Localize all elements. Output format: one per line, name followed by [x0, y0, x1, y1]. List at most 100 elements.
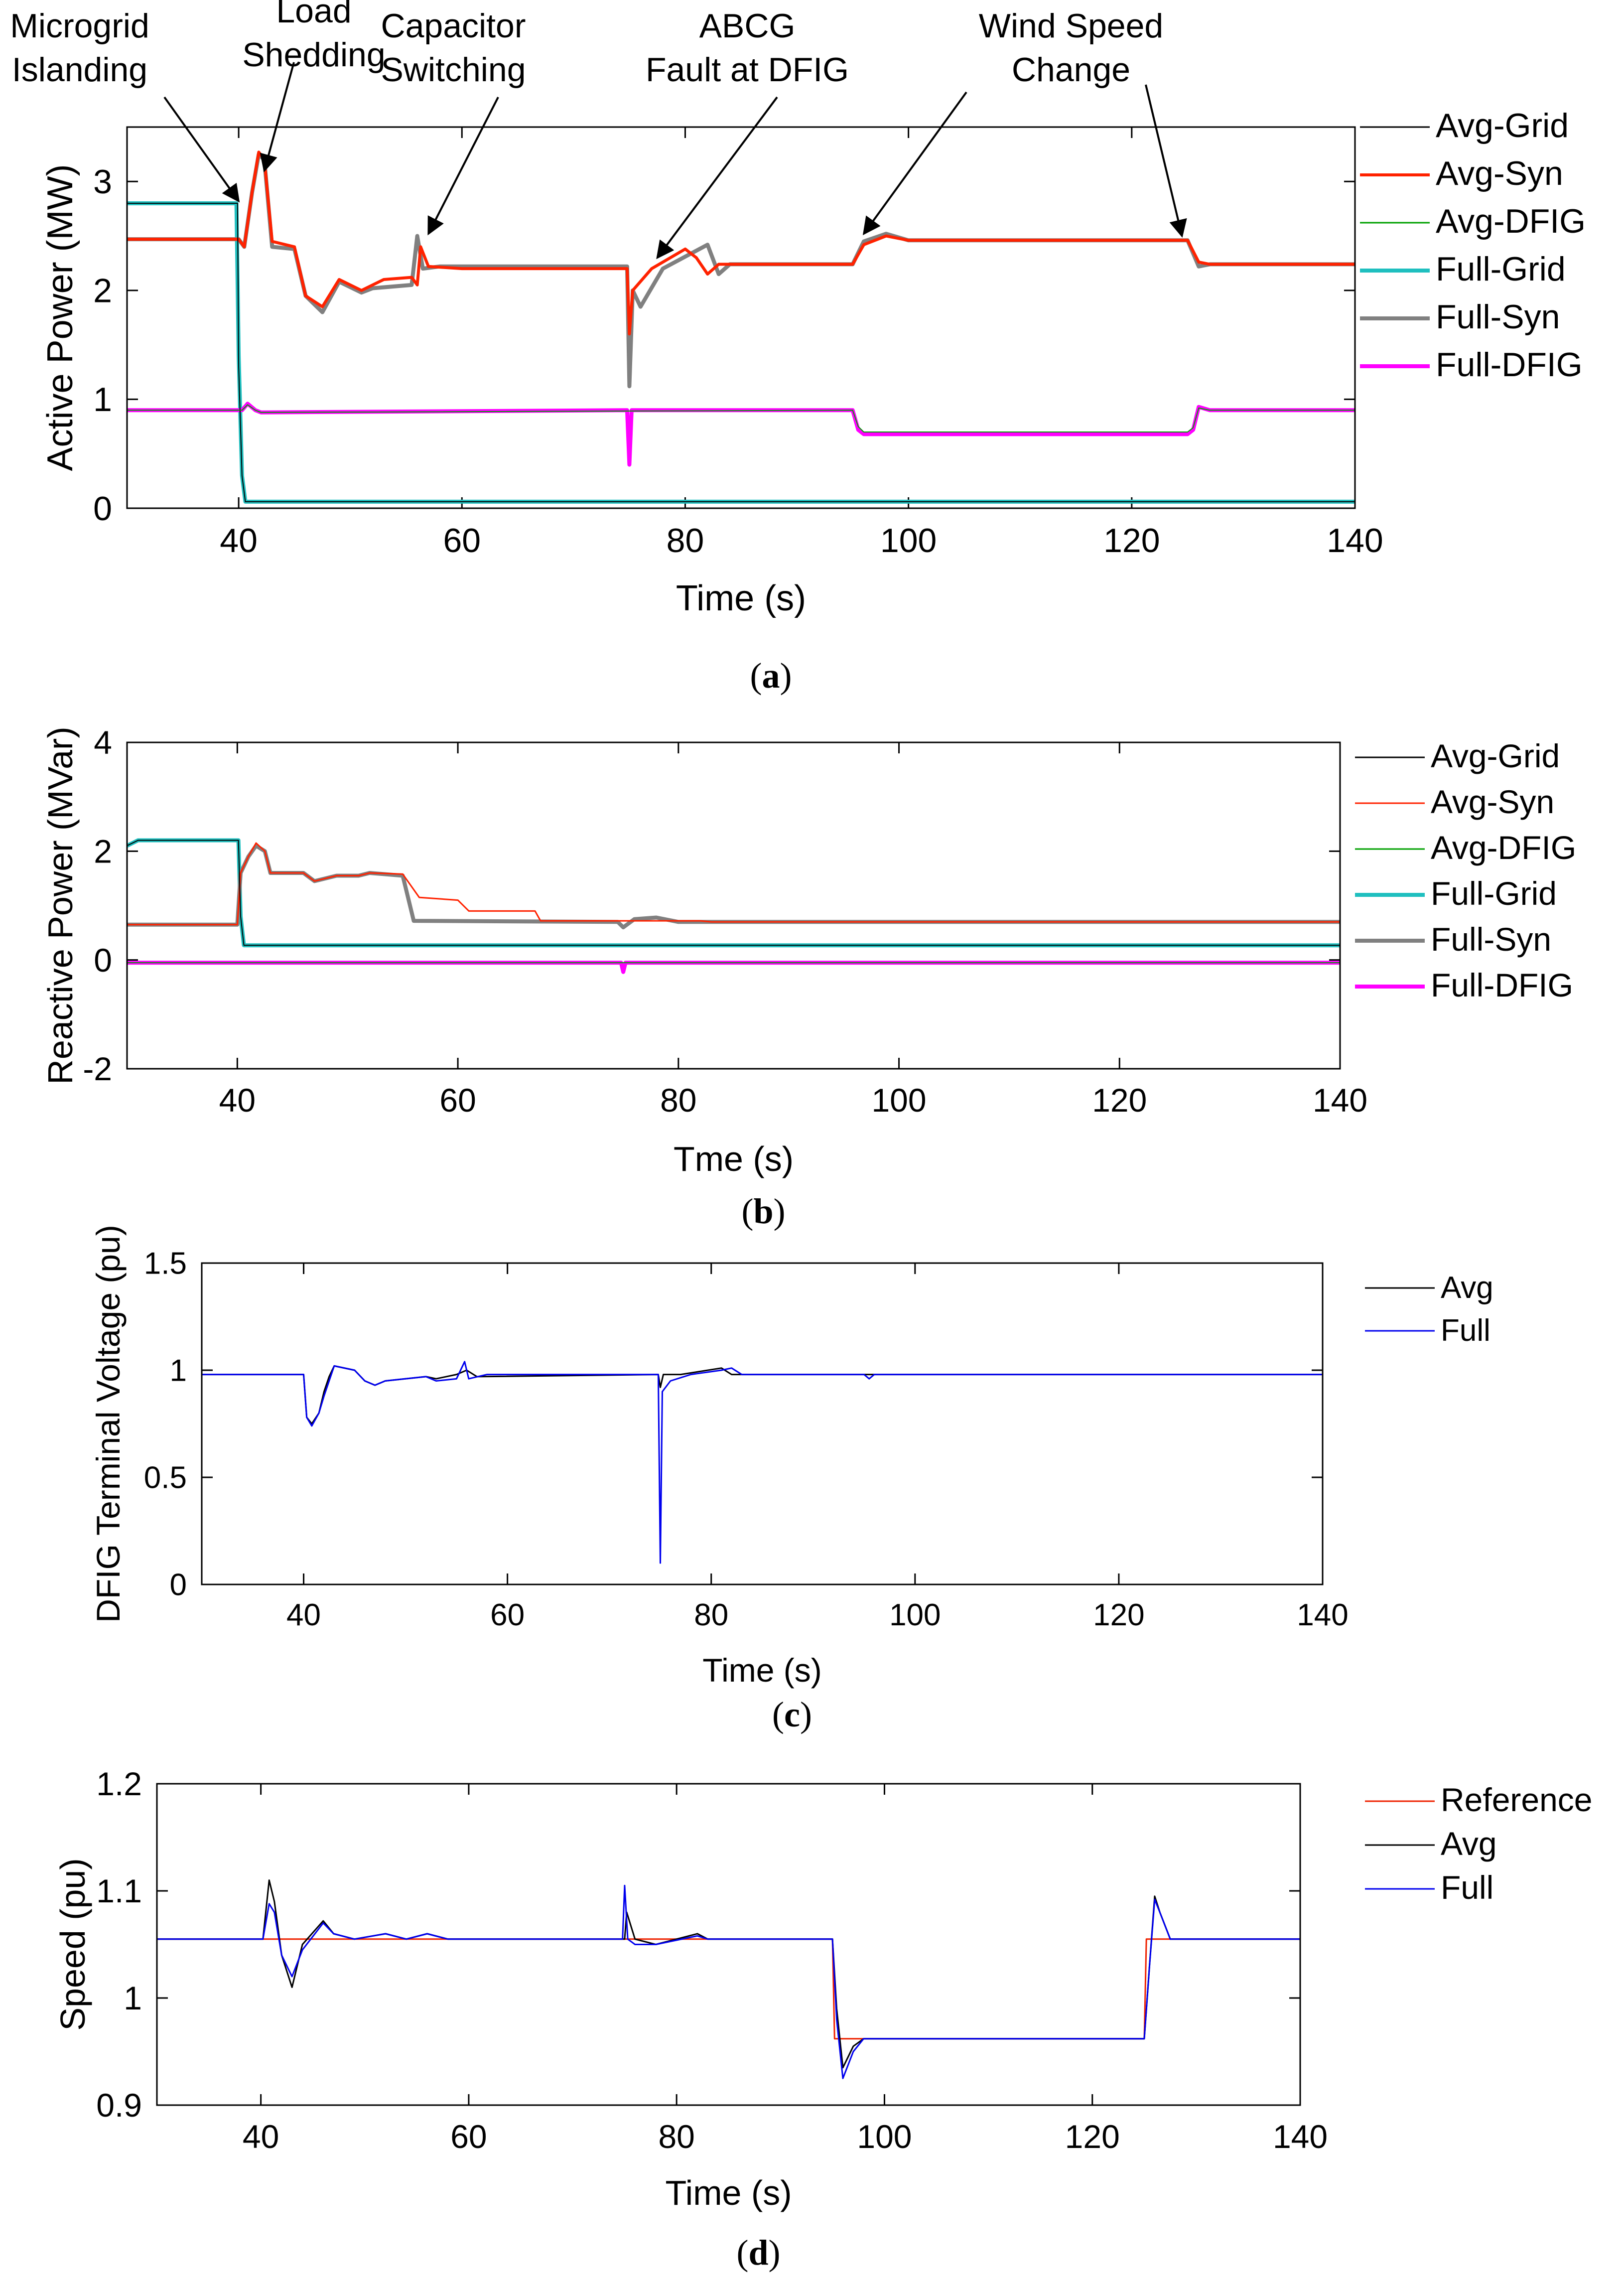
- y-axis-label: Speed (pu): [53, 1858, 92, 2030]
- y-axis-label: Active Power (MW): [40, 164, 80, 471]
- x-tick-label: 80: [694, 1598, 728, 1632]
- annotation-arrow: [1145, 84, 1187, 238]
- legend-entry: Full-Syn: [1431, 921, 1551, 958]
- series-line-full-dfig: [127, 402, 1355, 467]
- x-tick-label: 140: [1297, 1598, 1348, 1632]
- annotation: Load Shedding: [242, 0, 386, 172]
- y-tick-label: -2: [83, 1050, 112, 1087]
- legend-entry: Avg-Grid: [1431, 737, 1560, 774]
- series-line-full-dfig: [127, 961, 1340, 974]
- annotation-arrow: [427, 97, 499, 236]
- legend-entry: Avg-DFIG: [1436, 202, 1586, 240]
- legend-entry: Avg-Syn: [1431, 783, 1554, 820]
- y-tick-label: 1: [124, 1980, 142, 2016]
- y-tick-label: 0: [94, 942, 112, 979]
- series-line-avg-grid: [127, 840, 1340, 946]
- x-tick-label: 40: [219, 1082, 256, 1119]
- panel-caption: (b): [741, 1191, 785, 1231]
- y-tick-label: 1.5: [144, 1247, 187, 1281]
- annotation: [1145, 84, 1187, 238]
- series-line-avg-syn: [127, 150, 1355, 336]
- legend-entry: Avg: [1441, 1271, 1493, 1305]
- chart-panel-a: 40 60 80 100 120 140 0 1 2 3 Time (s) Active Power …: [10, 0, 1586, 696]
- annotation-line-1: Wind Speed: [979, 7, 1163, 45]
- plot-frame: [126, 126, 1356, 509]
- y-axis-label: DFIG Terminal Voltage (pu): [90, 1225, 127, 1622]
- annotation-arrow: [862, 91, 967, 236]
- x-tick-label: 140: [1273, 2118, 1328, 2155]
- x-tick-label: 60: [443, 522, 481, 560]
- panel-caption: (d): [736, 2233, 780, 2273]
- x-tick-label: 120: [1065, 2118, 1120, 2155]
- y-tick-label: 0: [93, 490, 112, 528]
- chart-panel-c: 40 60 80 100 120 140 0 0.5 1 1.5 Time (s) DFIG Term…: [90, 1225, 1493, 1734]
- x-tick-label: 80: [658, 2118, 694, 2155]
- legend-entry: Avg: [1441, 1825, 1497, 1862]
- y-tick-label: 1: [170, 1354, 187, 1388]
- annotation-arrow: [260, 62, 295, 172]
- annotation: Wind Speed Change: [862, 7, 1163, 236]
- annotation: Microgrid Islanding: [10, 7, 240, 203]
- series-line-full: [202, 1361, 1323, 1564]
- legend-entry: Full-Grid: [1431, 875, 1557, 912]
- legend-entry: Full-DFIG: [1431, 967, 1573, 1003]
- annotation-line-2: Switching: [381, 51, 526, 89]
- y-tick-label: 0: [170, 1568, 187, 1602]
- x-tick-label: 60: [490, 1598, 525, 1632]
- y-tick-label: 3: [93, 163, 112, 201]
- annotation-line-2: Shedding: [242, 36, 385, 74]
- legend-entry: Reference: [1441, 1781, 1593, 1818]
- y-tick-label: 1: [93, 381, 112, 419]
- legend-entry: Avg-Syn: [1436, 154, 1563, 192]
- y-tick-label: 0.9: [96, 2087, 142, 2124]
- legend-entry: Full-Syn: [1436, 298, 1560, 336]
- y-tick-label: 1.2: [96, 1765, 142, 1802]
- series-line-avg: [157, 1879, 1300, 2069]
- annotation-line-1: Microgrid: [10, 7, 149, 45]
- series-line-full: [157, 1884, 1300, 2079]
- x-tick-label: 120: [1093, 1598, 1144, 1632]
- x-tick-label: 140: [1313, 1082, 1367, 1119]
- panel-caption: (c): [772, 1695, 812, 1734]
- x-tick-label: 100: [880, 522, 937, 560]
- annotation-line-2: Islanding: [12, 51, 147, 89]
- annotation: ABCG Fault at DFIG: [646, 7, 849, 260]
- x-tick-label: 120: [1103, 522, 1160, 560]
- legend-entry: Avg-Grid: [1436, 107, 1569, 144]
- annotation-line-1: Load: [276, 0, 351, 30]
- x-axis-label: Tme (s): [674, 1140, 794, 1178]
- plot-frame: [156, 1783, 1301, 2106]
- x-tick-label: 100: [889, 1598, 941, 1632]
- x-tick-label: 60: [439, 1082, 476, 1119]
- x-tick-label: 140: [1327, 522, 1383, 560]
- x-tick-label: 80: [667, 522, 704, 560]
- x-axis-label: Time (s): [676, 578, 806, 618]
- series-line-full-syn: [127, 844, 1340, 930]
- x-tick-label: 100: [871, 1082, 926, 1119]
- annotation-line-1: Capacitor: [381, 7, 526, 45]
- chart-panel-d: 40 60 80 100 120 140 0.9 1 1.1 1.2 Time (s) Speed (…: [53, 1765, 1593, 2273]
- x-axis-label: Time (s): [665, 2173, 792, 2212]
- x-axis-label: Time (s): [702, 1652, 822, 1689]
- legend-entry: Full-Grid: [1436, 250, 1566, 288]
- annotation: Capacitor Switching: [381, 7, 526, 236]
- annotation-line-2: Fault at DFIG: [646, 51, 849, 89]
- panel-caption: (a): [750, 656, 792, 696]
- legend-entry: Full: [1441, 1313, 1490, 1348]
- plot-frame: [126, 741, 1341, 1070]
- legend-entry: Full-DFIG: [1436, 346, 1583, 384]
- chart-panel-b: 40 60 80 100 120 140 -2 0 2 4 Tme (s) Reactive Powe…: [41, 724, 1576, 1231]
- x-tick-label: 40: [243, 2118, 279, 2155]
- y-tick-label: 1.1: [96, 1872, 142, 1909]
- series-line-full-grid: [127, 201, 1355, 504]
- legend-entry: Full: [1441, 1869, 1493, 1906]
- y-tick-label: 2: [93, 272, 112, 310]
- y-tick-label: 2: [94, 833, 112, 869]
- y-tick-label: 4: [94, 724, 112, 761]
- legend-entry: Avg-DFIG: [1431, 829, 1576, 866]
- annotation-arrow: [656, 96, 778, 260]
- x-tick-label: 40: [220, 522, 258, 560]
- y-axis-label: Reactive Power (MVar): [41, 726, 80, 1084]
- annotation-line-2: Change: [1012, 51, 1130, 89]
